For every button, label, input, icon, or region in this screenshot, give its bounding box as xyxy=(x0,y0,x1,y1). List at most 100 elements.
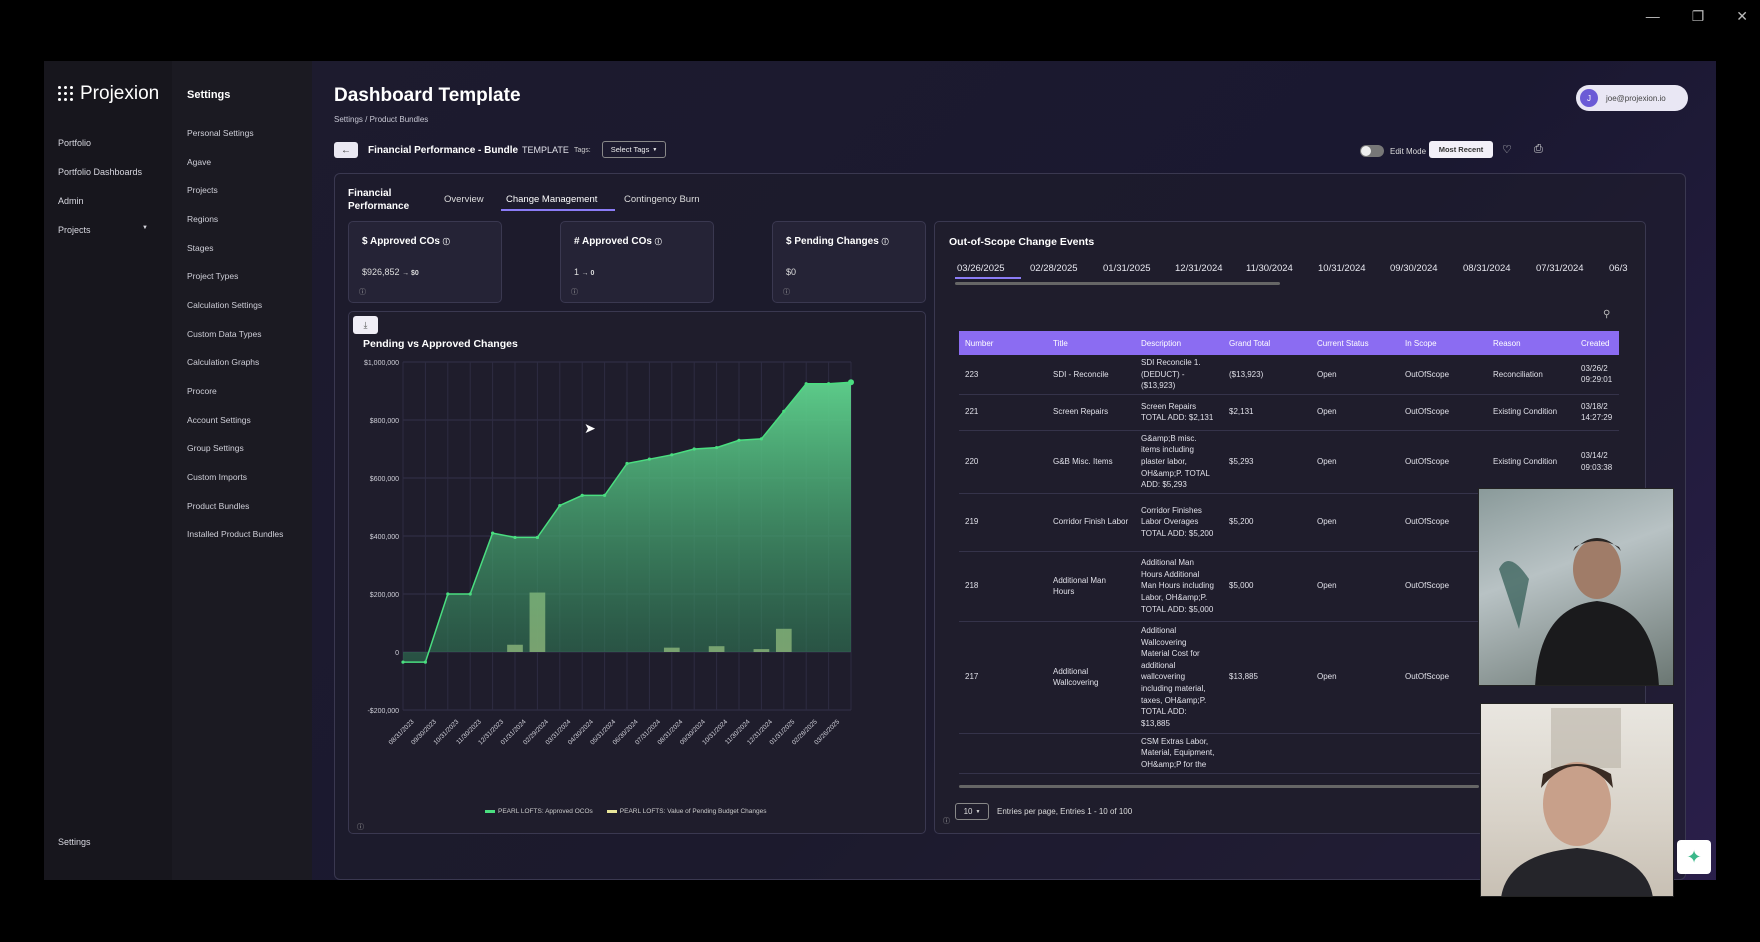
back-button[interactable]: ← xyxy=(334,142,358,158)
restore-icon[interactable]: ❐ xyxy=(1691,8,1705,24)
settings-item[interactable]: Regions xyxy=(187,214,219,224)
table-cell-number: 218 xyxy=(959,551,1047,622)
approved-point xyxy=(625,461,629,466)
settings-item[interactable]: Calculation Settings xyxy=(187,300,263,310)
settings-item[interactable]: Personal Settings xyxy=(187,128,254,138)
date-tab[interactable]: 02/28/2025 xyxy=(1030,263,1078,274)
nav-item-settings[interactable]: Settings xyxy=(58,837,91,847)
column-header[interactable]: Title xyxy=(1053,338,1068,348)
edit-mode-toggle[interactable] xyxy=(1360,145,1384,157)
tab-contingency-burn[interactable]: Contingency Burn xyxy=(624,194,700,205)
assistant-sparkle-button[interactable]: ✦ xyxy=(1677,840,1711,874)
settings-item[interactable]: Custom Imports xyxy=(187,472,247,482)
y-tick-label: 0 xyxy=(395,650,399,657)
settings-item[interactable]: Product Bundles xyxy=(187,501,250,511)
column-header[interactable]: Description xyxy=(1141,338,1182,348)
settings-item[interactable]: Procore xyxy=(187,386,217,396)
date-tab[interactable]: 10/31/2024 xyxy=(1318,263,1366,274)
approved-point xyxy=(446,592,450,596)
tab-change-management[interactable]: Change Management xyxy=(506,194,598,205)
info-icon: ⓘ xyxy=(442,239,450,246)
approved-point xyxy=(647,457,651,461)
column-header[interactable]: Reason xyxy=(1493,338,1521,348)
table-cell-scope: OutOfScope xyxy=(1399,394,1487,431)
pager: 10 ▼ Entries per page, Entries 1 - 10 of … xyxy=(955,803,1132,820)
settings-item[interactable]: Custom Data Types xyxy=(187,329,262,339)
approved-point xyxy=(670,453,674,457)
minimize-icon[interactable]: — xyxy=(1645,8,1660,24)
column-header[interactable]: Current Status xyxy=(1317,338,1369,348)
date-tab[interactable]: 08/31/2024 xyxy=(1463,263,1511,274)
nav-item-portfolio-dashboards[interactable]: Portfolio Dashboards xyxy=(58,167,143,177)
legend-item-approved[interactable]: PEARL LOFTS: Approved OCOs xyxy=(485,808,593,815)
chart-legend: PEARL LOFTS: Approved OCOs PEARL LOFTS: … xyxy=(485,808,766,815)
nav-item-admin[interactable]: Admin xyxy=(58,196,84,206)
table-row[interactable]: 220 G&B Misc. Items G&amp;B misc. items in… xyxy=(959,430,1619,494)
approved-point xyxy=(692,447,696,451)
date-tab[interactable]: 01/31/2025 xyxy=(1103,263,1151,274)
info-icon[interactable]: ⓘ xyxy=(359,289,366,296)
settings-item[interactable]: Project Types xyxy=(187,271,239,281)
legend-item-pending[interactable]: PEARL LOFTS: Value of Pending Budget Cha… xyxy=(606,808,766,815)
settings-nav-title: Settings xyxy=(187,89,231,101)
approved-point xyxy=(848,379,854,386)
breadcrumb[interactable]: Settings / Product Bundles xyxy=(334,115,429,124)
nav-item-portfolio[interactable]: Portfolio xyxy=(58,138,92,148)
date-tab[interactable]: 11/30/2024 xyxy=(1246,263,1293,274)
settings-item[interactable]: Agave xyxy=(187,157,212,167)
card-title: # Approved COs ⓘ xyxy=(574,236,662,247)
table-row[interactable]: CSM Extras Labor, Material, Equipment, O… xyxy=(959,733,1619,774)
tags-select-value: Select Tags xyxy=(610,145,650,154)
approved-point xyxy=(804,382,808,386)
y-tick-label: $800,000 xyxy=(370,418,399,425)
table-cell-total: $2,131 xyxy=(1223,394,1311,431)
table-row[interactable]: 221 Screen Repairs Screen Repairs TOTAL AD… xyxy=(959,394,1619,431)
table-cell-scope: OutOfScope xyxy=(1399,621,1487,734)
most-recent-button[interactable]: Most Recent xyxy=(1429,141,1493,158)
table-scrollbar[interactable] xyxy=(959,785,1479,788)
kpi-card-approved-cos-count: # Approved COs ⓘ 1 → 0 ⓘ xyxy=(560,221,714,303)
user-menu-button[interactable]: J joe@projexion.io xyxy=(1576,85,1688,111)
date-tab[interactable]: 06/3 xyxy=(1609,263,1628,274)
date-tab[interactable]: 12/31/2024 xyxy=(1175,263,1223,274)
info-icon[interactable]: ⓘ xyxy=(357,824,364,831)
date-tab[interactable]: 07/31/2024 xyxy=(1536,263,1584,274)
table-cell-title: Corridor Finish Labor xyxy=(1047,493,1135,552)
table-cell-title: SDI - Reconcile xyxy=(1047,355,1135,395)
page-size-select[interactable]: 10 ▼ xyxy=(955,803,989,820)
tags-select[interactable]: Select Tags ▼ xyxy=(602,141,666,158)
table-row[interactable]: 223 SDI - Reconcile SDI Reconcile 1. (DEDU… xyxy=(959,355,1619,395)
info-icon[interactable]: ⓘ xyxy=(783,289,790,296)
brand-logo[interactable]: Projexion xyxy=(58,83,159,105)
active-date-indicator xyxy=(955,277,1021,279)
settings-item[interactable]: Installed Product Bundles xyxy=(187,529,284,539)
column-header[interactable]: In Scope xyxy=(1405,338,1437,348)
print-icon[interactable]: ⎙ xyxy=(1534,143,1543,155)
info-icon[interactable]: ⓘ xyxy=(943,818,950,825)
settings-item[interactable]: Calculation Graphs xyxy=(187,357,260,367)
info-icon[interactable]: ⓘ xyxy=(571,289,578,296)
settings-item[interactable]: Account Settings xyxy=(187,415,251,425)
table-cell-status: Open xyxy=(1311,493,1399,552)
settings-item[interactable]: Group Settings xyxy=(187,443,244,453)
settings-item[interactable]: Stages xyxy=(187,243,214,253)
column-header[interactable]: Created xyxy=(1581,338,1610,348)
search-icon[interactable]: ⚲ xyxy=(1603,309,1611,320)
date-tab[interactable]: 03/26/2025 xyxy=(957,263,1005,274)
download-button[interactable]: ⤓ xyxy=(353,316,378,334)
table-cell-description: CSM Extras Labor, Material, Equipment, O… xyxy=(1135,733,1223,774)
heart-icon[interactable]: ♡ xyxy=(1502,144,1512,156)
table-cell-scope: OutOfScope xyxy=(1399,430,1487,494)
nav-item-projects[interactable]: Projects ▼ xyxy=(58,225,148,235)
date-tab[interactable]: 09/30/2024 xyxy=(1390,263,1438,274)
table-cell-status: Open xyxy=(1311,621,1399,734)
column-header[interactable]: Number xyxy=(965,338,994,348)
close-icon[interactable]: ✕ xyxy=(1736,8,1748,24)
settings-item[interactable]: Projects xyxy=(187,185,218,195)
date-tabs-scrollbar[interactable] xyxy=(955,282,1280,285)
pager-text: Entries per page, Entries 1 - 10 of 100 xyxy=(997,807,1133,816)
chart-plot[interactable]: $1,000,000 $800,000 $600,000 $400,000 $200,0… xyxy=(349,312,927,802)
table-cell-status: Open xyxy=(1311,355,1399,395)
column-header[interactable]: Grand Total xyxy=(1229,338,1271,348)
tab-overview[interactable]: Overview xyxy=(444,194,484,205)
